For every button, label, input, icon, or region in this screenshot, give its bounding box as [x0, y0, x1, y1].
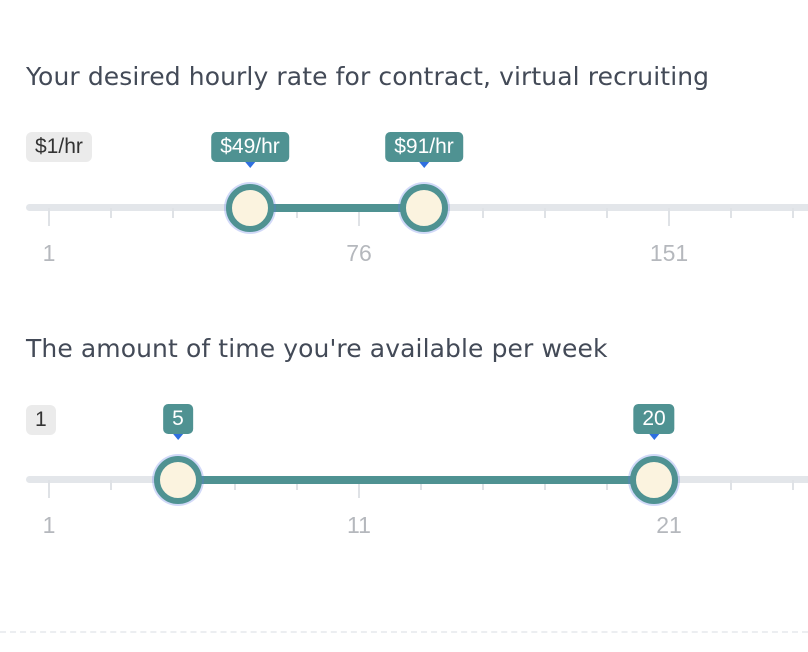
- tick: [172, 208, 174, 218]
- section-divider: [0, 631, 808, 633]
- tick: [730, 208, 732, 218]
- tick: [482, 208, 484, 218]
- tick: [544, 208, 546, 218]
- hourly-rate-high-value-bubble: $91/hr: [385, 132, 463, 162]
- weekly-availability-axis-label-1: 1: [42, 512, 56, 538]
- hourly-rate-selected-range: [250, 204, 424, 212]
- hourly-rate-high-handle[interactable]: [400, 184, 448, 232]
- weekly-availability-title: The amount of time you're available per …: [26, 334, 608, 363]
- weekly-availability-axis-label-2: 11: [347, 512, 371, 538]
- weekly-availability-selected-range: [178, 476, 654, 484]
- tick: [792, 480, 794, 490]
- weekly-availability-low-handle[interactable]: [154, 456, 202, 504]
- tick: [606, 208, 608, 218]
- weekly-availability-high-value-bubble: 20: [633, 404, 675, 434]
- tick: [110, 208, 112, 218]
- weekly-availability-high-handle[interactable]: [630, 456, 678, 504]
- hourly-rate-min-label: $1/hr: [26, 132, 92, 162]
- tick: [420, 480, 422, 490]
- tick: [482, 480, 484, 490]
- tick: [730, 480, 732, 490]
- hourly-rate-axis-label-3: 151: [649, 240, 689, 266]
- tick: [110, 480, 112, 490]
- tick: [296, 208, 298, 218]
- tick: [668, 208, 670, 226]
- tick: [792, 208, 794, 218]
- weekly-availability-min-label: 1: [26, 405, 56, 435]
- tick: [234, 480, 236, 490]
- hourly-rate-low-handle[interactable]: [226, 184, 274, 232]
- tick: [48, 480, 50, 498]
- tick: [296, 480, 298, 490]
- tick: [48, 208, 50, 226]
- tick: [358, 208, 360, 226]
- tick: [544, 480, 546, 490]
- weekly-availability-low-value-bubble: 5: [163, 404, 193, 434]
- hourly-rate-axis-label-2: 76: [346, 240, 372, 266]
- tick: [606, 480, 608, 490]
- weekly-availability-axis-label-3: 21: [656, 512, 682, 538]
- tick: [358, 480, 360, 498]
- hourly-rate-section: Your desired hourly rate for contract, v…: [0, 0, 808, 300]
- hourly-rate-low-value-bubble: $49/hr: [211, 132, 289, 162]
- hourly-rate-axis-label-1: 1: [42, 240, 56, 266]
- hourly-rate-title: Your desired hourly rate for contract, v…: [26, 62, 710, 91]
- weekly-availability-section: The amount of time you're available per …: [0, 0, 808, 600]
